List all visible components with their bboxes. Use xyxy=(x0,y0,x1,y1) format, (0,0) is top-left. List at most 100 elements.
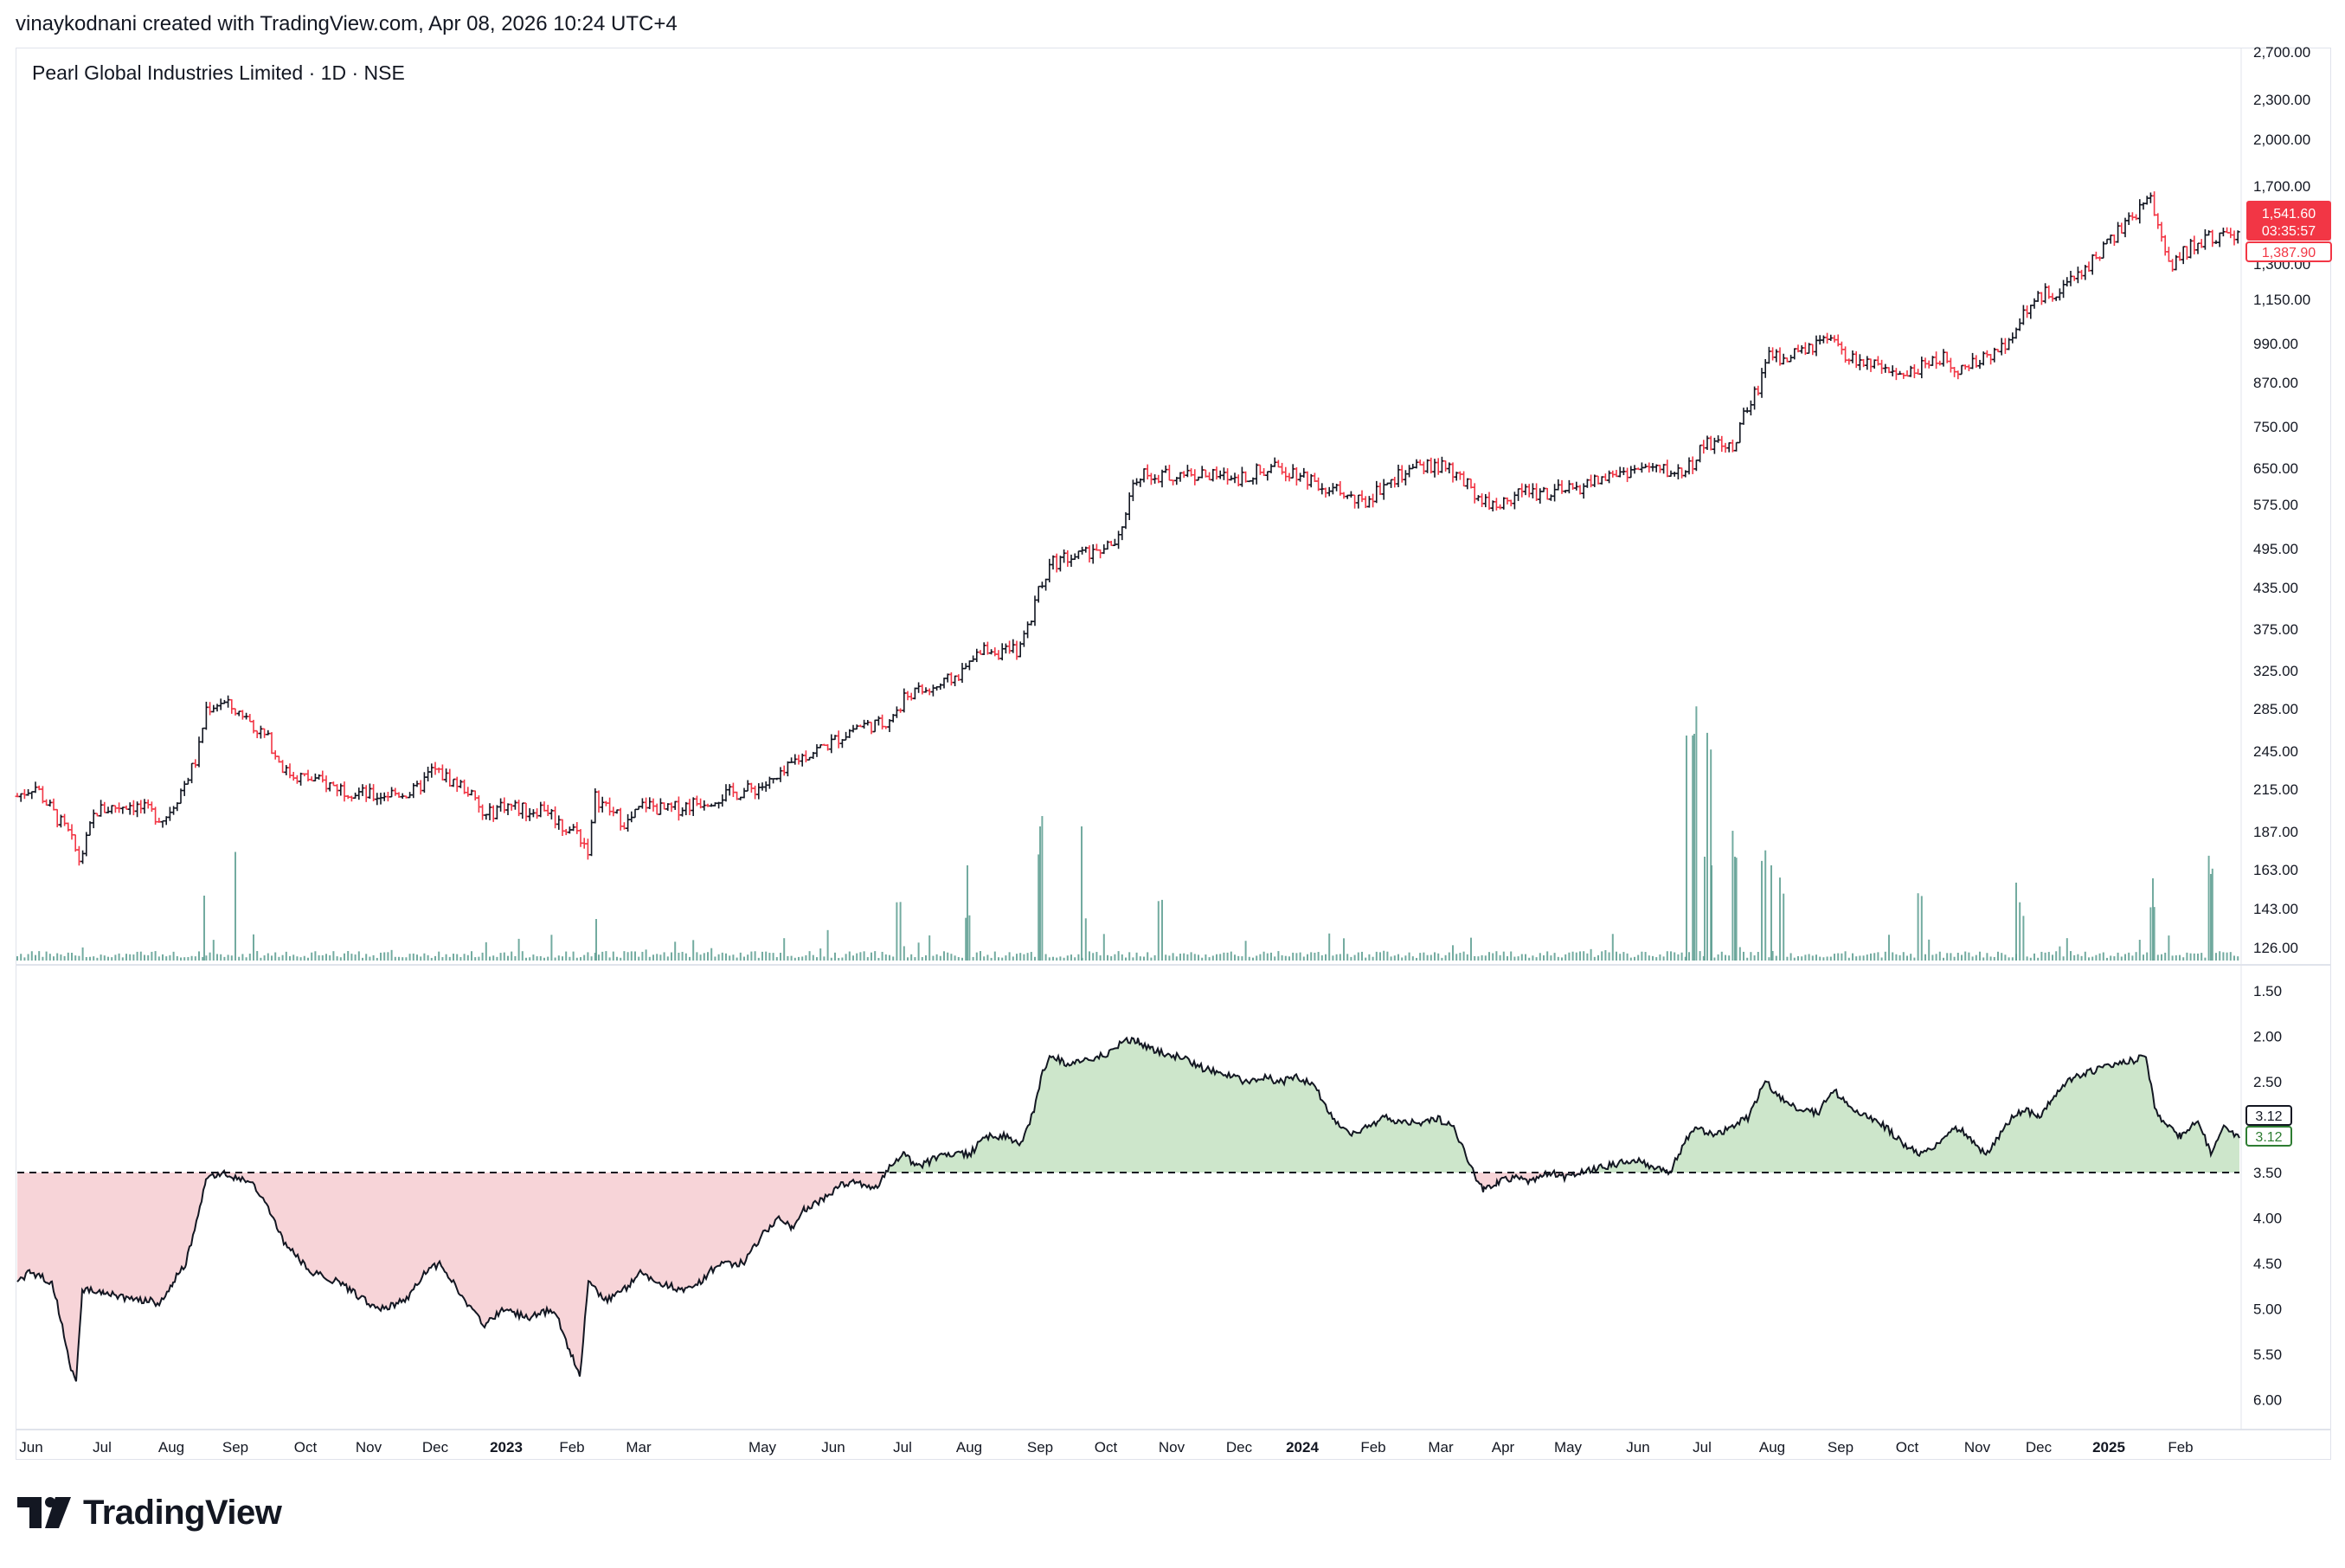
volume-bar xyxy=(717,954,720,961)
volume-bar xyxy=(1411,956,1414,961)
volume-spike xyxy=(203,896,205,961)
volume-bar xyxy=(666,956,669,961)
volume-bar xyxy=(1855,956,1858,961)
volume-bar xyxy=(408,954,411,961)
volume-bar xyxy=(1266,953,1269,961)
volume-bar xyxy=(1862,955,1865,961)
time-axis-label: Sep xyxy=(222,1439,248,1456)
volume-bar xyxy=(1056,957,1058,961)
volume-bar xyxy=(1768,957,1770,961)
volume-bar xyxy=(798,956,800,961)
volume-bar xyxy=(412,953,414,961)
volume-bar xyxy=(819,948,822,961)
volume-bar xyxy=(1804,954,1807,961)
time-axis-label: 2025 xyxy=(2092,1439,2125,1456)
volume-bar xyxy=(1895,954,1898,961)
secondary-price-badge xyxy=(2245,241,2332,262)
volume-bar xyxy=(1783,893,1785,961)
volume-bar xyxy=(1012,956,1014,961)
volume-bar xyxy=(939,955,941,961)
volume-bar xyxy=(1989,956,1992,961)
volume-bar xyxy=(1877,952,1879,961)
volume-bar xyxy=(1353,954,1356,961)
volume-bar xyxy=(1906,955,1908,961)
volume-spike xyxy=(1711,865,1712,961)
volume-bar xyxy=(248,954,251,961)
volume-bar xyxy=(1368,954,1371,961)
volume-bar xyxy=(1789,953,1792,961)
volume-bar xyxy=(125,954,127,961)
volume-bar xyxy=(2233,955,2235,961)
volume-bar xyxy=(93,956,95,961)
volume-bar xyxy=(1038,854,1040,961)
time-axis-label: Dec xyxy=(2026,1439,2053,1456)
volume-bar xyxy=(1902,952,1905,961)
volume-bar xyxy=(1502,951,1505,961)
volume-bar xyxy=(1924,954,1926,961)
volume-bar xyxy=(2229,952,2232,961)
volume-bar xyxy=(1292,952,1295,961)
price-axis-tick: 163.00 xyxy=(2253,862,2298,878)
volume-bar xyxy=(517,938,520,961)
volume-bar xyxy=(1216,954,1217,961)
volume-spike xyxy=(1734,857,1736,961)
indicator-pane xyxy=(16,48,2331,1430)
volume-bar xyxy=(1720,951,1723,961)
volume-bar xyxy=(907,957,909,961)
indicator-value-label-1: 3.12 xyxy=(2255,1109,2282,1124)
volume-bar xyxy=(612,951,614,961)
volume-bar xyxy=(111,957,113,961)
volume-bar xyxy=(1001,957,1004,961)
volume-bar xyxy=(438,951,440,961)
volume-bar xyxy=(678,952,680,961)
volume-bar xyxy=(354,954,357,961)
volume-bar xyxy=(1579,951,1581,961)
volume-bar xyxy=(1662,956,1665,961)
volume-bar xyxy=(2091,956,2094,961)
volume-bar xyxy=(1107,954,1108,961)
volume-bar xyxy=(1993,956,1995,961)
volume-bar xyxy=(525,957,527,961)
volume-bar xyxy=(2131,955,2134,961)
volume-bar xyxy=(514,955,517,961)
volume-bar xyxy=(1779,877,1781,961)
volume-bar xyxy=(1041,816,1044,961)
volume-bar xyxy=(598,954,600,961)
volume-spike xyxy=(2152,878,2154,961)
volume-bar xyxy=(721,952,723,961)
volume-bar xyxy=(583,954,586,961)
volume-bar xyxy=(1074,957,1076,961)
volume-bar xyxy=(935,954,938,961)
volume-bar xyxy=(2179,954,2181,961)
volume-bar xyxy=(1979,951,1981,961)
volume-bar xyxy=(1764,850,1767,961)
volume-bar xyxy=(954,955,956,961)
volume-bar xyxy=(2128,952,2130,961)
tradingview-logo[interactable]: TradingView xyxy=(17,1494,282,1532)
volume-bar xyxy=(2143,954,2144,961)
time-axis-label: Oct xyxy=(294,1439,318,1456)
volume-bar xyxy=(1434,952,1436,961)
volume-bar xyxy=(1950,953,1952,961)
volume-bar xyxy=(757,957,760,961)
volume-bar xyxy=(357,951,360,961)
volume-bar xyxy=(1459,953,1462,961)
volume-bar xyxy=(38,951,41,961)
secondary-price-label: 1,387.90 xyxy=(2262,246,2316,260)
volume-bar xyxy=(1616,951,1617,961)
volume-bar xyxy=(1898,954,1901,961)
volume-bar xyxy=(950,954,953,961)
volume-bar xyxy=(1793,957,1796,961)
volume-bar xyxy=(1023,954,1025,961)
volume-bar xyxy=(1030,952,1032,961)
volume-bar xyxy=(1211,955,1214,961)
volume-bar xyxy=(1735,858,1738,961)
volume-bar xyxy=(471,951,472,961)
volume-bar xyxy=(1539,953,1541,961)
volume-bar xyxy=(1847,957,1850,961)
volume-bar xyxy=(565,951,568,961)
volume-bar xyxy=(2052,954,2053,961)
volume-bar xyxy=(223,956,226,961)
time-axis-label: Aug xyxy=(956,1439,982,1456)
